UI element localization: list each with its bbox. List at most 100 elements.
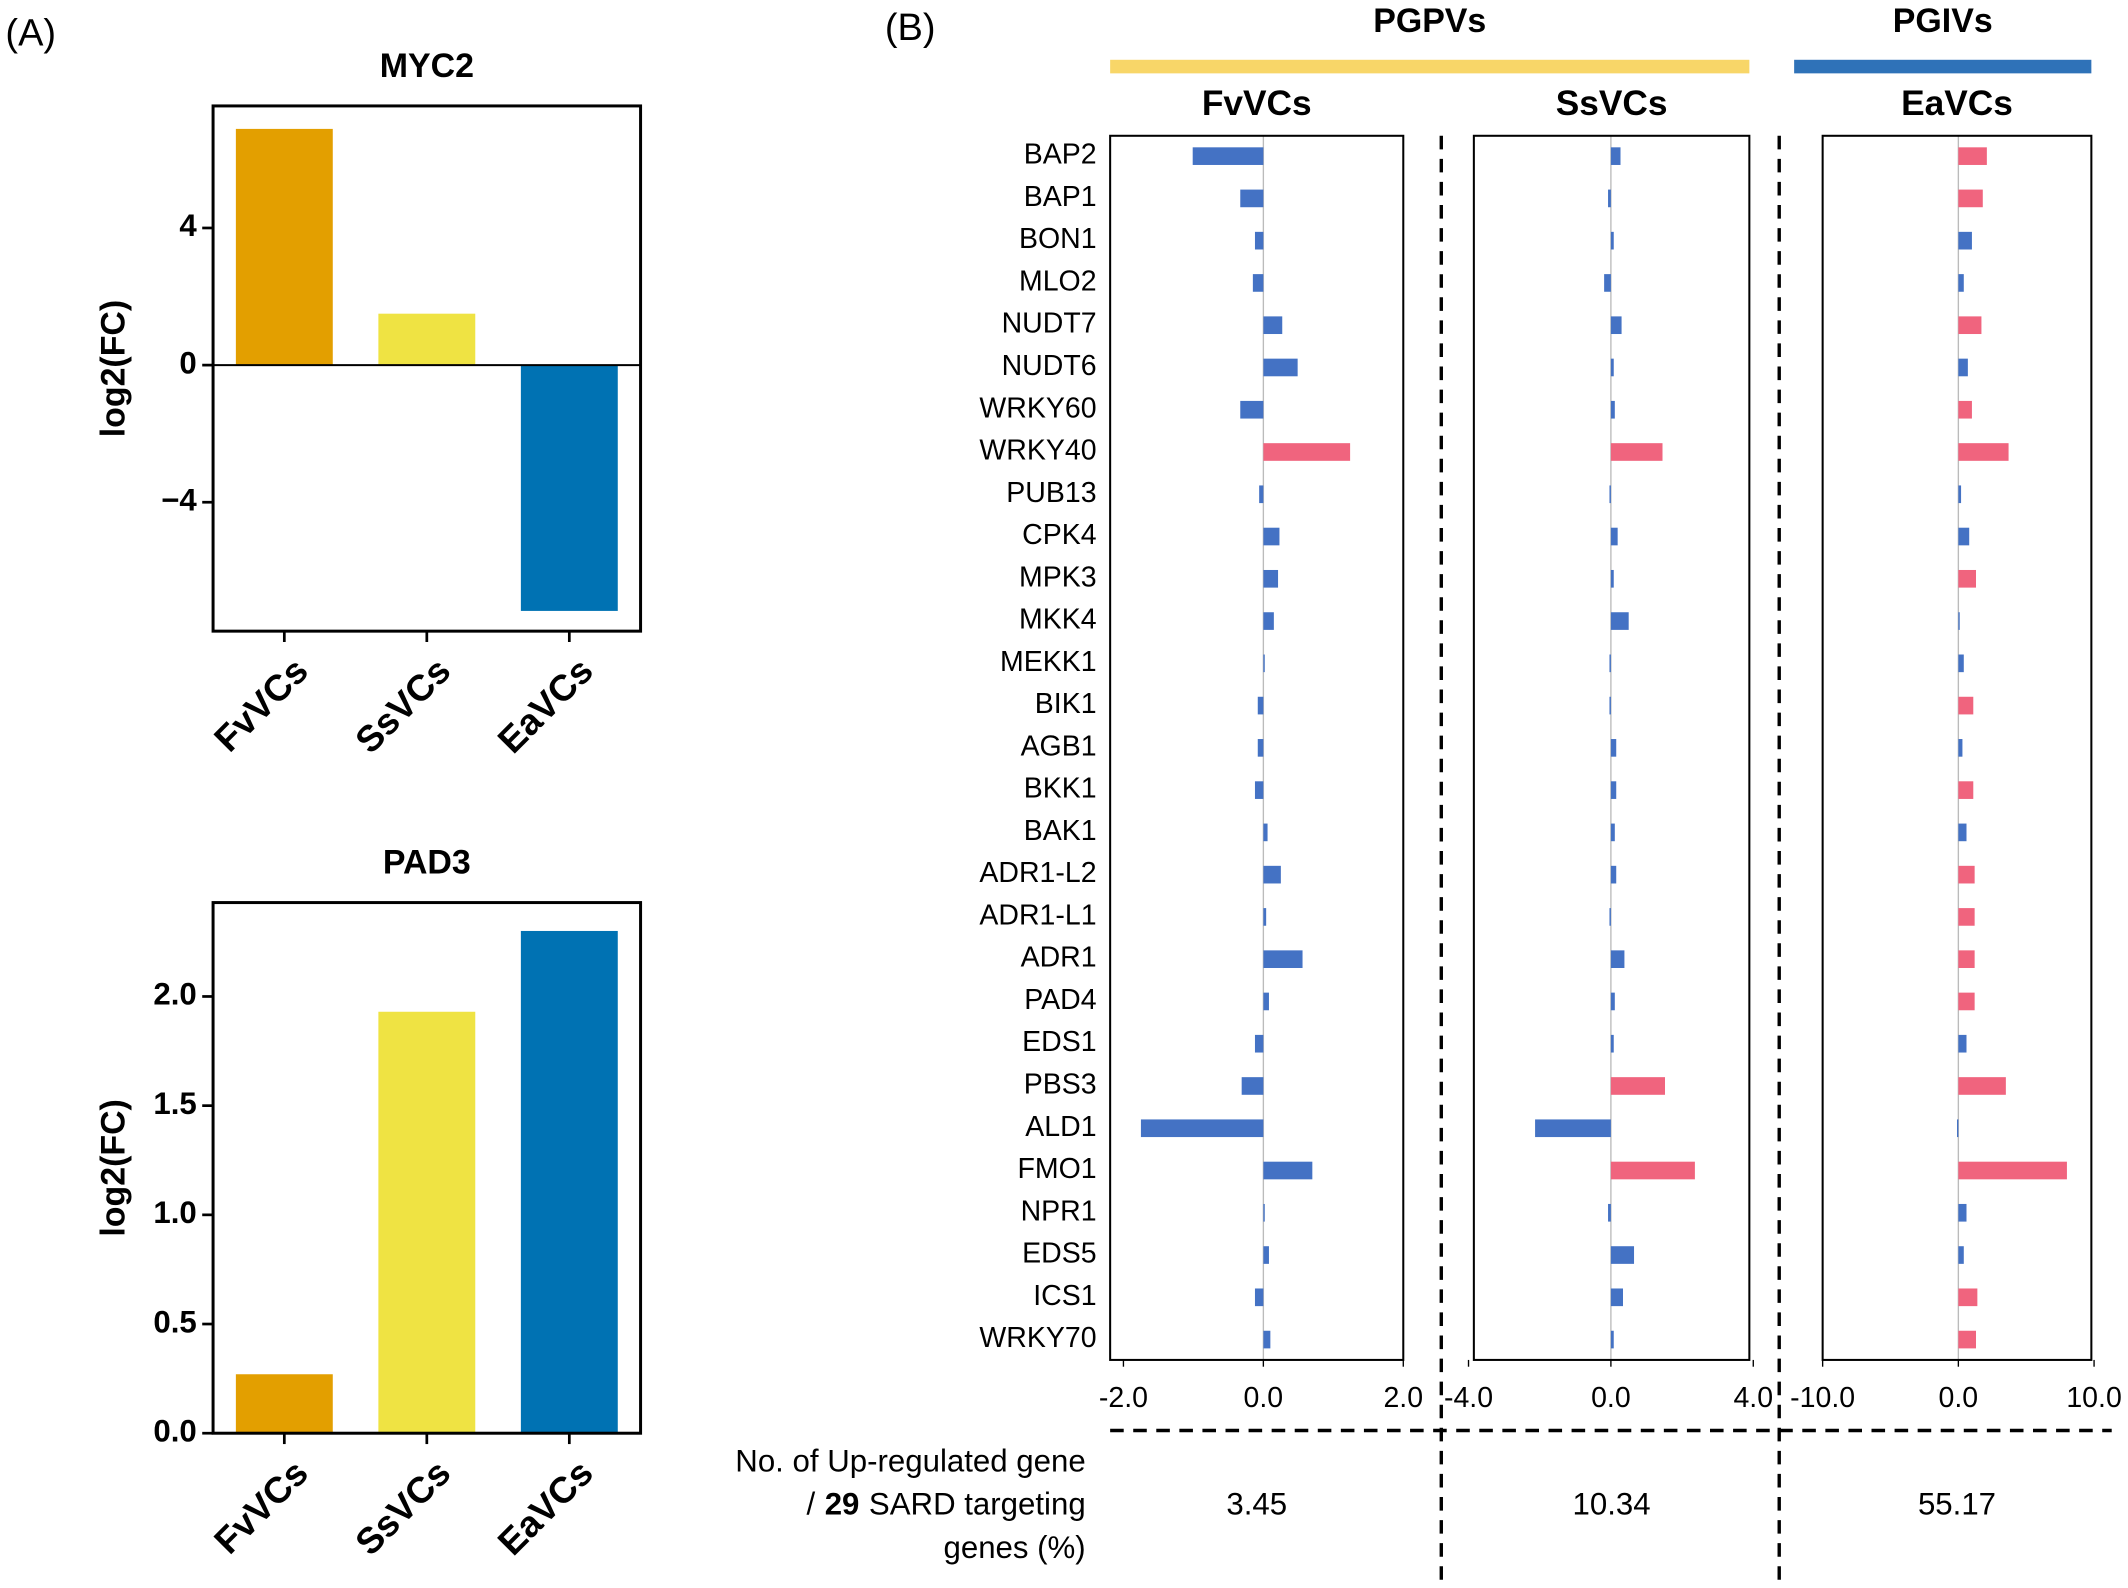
y-tick-label: 4 — [179, 208, 197, 243]
bar — [1140, 1119, 1264, 1138]
gene-label: EDS1 — [1022, 1026, 1096, 1058]
bar — [1958, 358, 1968, 377]
bar — [1958, 823, 1967, 842]
bar — [1608, 189, 1611, 208]
gene-label: ADR1-L1 — [979, 899, 1096, 931]
x-tick-label: EaVCs — [490, 650, 601, 761]
x-tick-label: 4.0 — [1733, 1382, 1773, 1414]
bar — [1958, 569, 1976, 588]
x-tick-label: EaVCs — [490, 1452, 601, 1563]
bar — [1958, 485, 1962, 504]
bar — [1958, 1330, 1976, 1349]
up-percent: 3.45 — [1226, 1487, 1287, 1522]
bar — [1958, 865, 1975, 884]
bar — [1609, 654, 1611, 673]
y-axis-label: log2(FC) — [94, 1099, 132, 1236]
bar — [1958, 950, 1975, 969]
footnote-count: 29 — [825, 1487, 860, 1522]
bar — [1263, 823, 1268, 842]
bar — [1610, 1077, 1665, 1095]
gene-label: ADR1-L2 — [979, 857, 1096, 889]
bar — [1610, 147, 1621, 165]
bar — [1610, 992, 1615, 1011]
gene-label: BAK1 — [1024, 815, 1097, 847]
x-tick-label: 0.0 — [1591, 1382, 1631, 1414]
bar — [1263, 865, 1281, 884]
bar — [1535, 1119, 1611, 1138]
gene-label: NUDT7 — [1002, 308, 1097, 340]
bar — [1958, 443, 2009, 461]
bar — [1254, 1034, 1264, 1053]
x-tick-label: 0.0 — [1244, 1382, 1284, 1414]
bar — [1610, 1288, 1623, 1307]
bar — [1610, 1034, 1614, 1053]
bar — [1263, 950, 1303, 969]
bar — [520, 365, 618, 611]
bar — [1263, 527, 1280, 546]
bar — [235, 128, 333, 366]
bar — [1958, 527, 1970, 546]
bar — [1958, 1246, 1964, 1264]
bar — [1257, 739, 1264, 757]
plot-frame — [211, 901, 643, 1435]
bar — [1958, 781, 1974, 799]
plot-frame — [1109, 134, 1405, 1361]
bar — [1257, 696, 1264, 715]
bar — [1263, 908, 1267, 926]
bar — [1958, 189, 1983, 208]
group-label: PGIVs — [1893, 2, 1993, 40]
bar — [1610, 823, 1615, 842]
bar — [1263, 358, 1298, 377]
y-axis-label: log2(FC) — [94, 300, 132, 437]
bar — [1958, 147, 1987, 165]
bar — [1609, 696, 1611, 715]
gene-label: ADR1 — [1021, 942, 1097, 974]
gene-label: BAP1 — [1024, 181, 1097, 213]
footnote: genes (%) — [943, 1530, 1085, 1565]
bar — [1252, 274, 1264, 292]
panel-label: (A) — [5, 12, 56, 54]
gene-label: BIK1 — [1035, 688, 1097, 720]
bar — [1958, 316, 1982, 335]
footnote: / 29 SARD targeting — [807, 1487, 1086, 1522]
bar — [520, 930, 618, 1434]
x-tick-label: -10.0 — [1790, 1382, 1855, 1414]
y-tick-label: 0.0 — [153, 1413, 196, 1448]
y-tick-label: 1.5 — [153, 1086, 196, 1121]
bar — [1610, 1330, 1614, 1349]
gene-label: WRKY40 — [979, 435, 1096, 467]
gene-label: MPK3 — [1019, 561, 1097, 593]
bar — [1263, 612, 1274, 630]
bar — [1610, 443, 1663, 461]
bar — [1610, 358, 1614, 377]
bar — [1958, 1161, 2067, 1180]
gene-label: MEKK1 — [1000, 646, 1097, 678]
bar — [1192, 147, 1264, 165]
plot-frame — [211, 104, 643, 633]
y-tick-label: 1.0 — [153, 1195, 196, 1230]
bar — [378, 313, 476, 366]
bar — [1958, 400, 1972, 419]
bar — [1958, 1077, 2006, 1095]
bar — [378, 1011, 476, 1434]
gene-label: ALD1 — [1025, 1111, 1096, 1143]
group-bar — [1794, 59, 2092, 74]
bar — [1263, 1161, 1313, 1180]
x-tick-label: FvVCs — [206, 1452, 316, 1562]
chart-title: MYC2 — [380, 47, 474, 85]
bar — [1958, 1288, 1978, 1307]
panel-label: (B) — [885, 7, 936, 49]
gene-label: MLO2 — [1019, 265, 1097, 297]
bar — [1610, 400, 1615, 419]
x-tick-label: FvVCs — [206, 650, 316, 760]
bar — [1610, 316, 1622, 335]
bar — [1958, 612, 1960, 630]
chart-title: PAD3 — [383, 844, 471, 882]
bar — [1610, 231, 1614, 250]
panel-title: EaVCs — [1901, 84, 2013, 123]
up-percent: 10.34 — [1573, 1487, 1651, 1522]
gene-label: AGB1 — [1021, 730, 1097, 762]
gene-label: BKK1 — [1024, 773, 1097, 805]
up-percent: 55.17 — [1918, 1487, 1996, 1522]
